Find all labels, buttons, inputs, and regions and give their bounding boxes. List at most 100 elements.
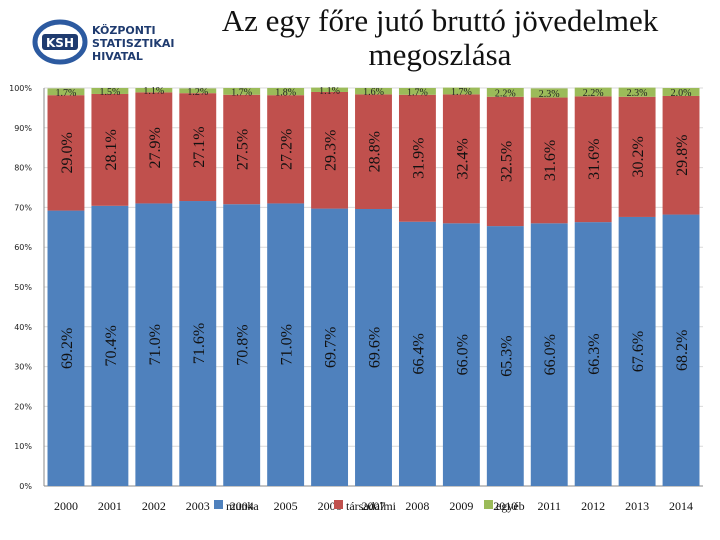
bar-egyéb-2006 xyxy=(311,87,349,92)
bar-munka-2013 xyxy=(618,216,656,486)
data-label-társadalmi-2001: 28.1% xyxy=(103,129,120,170)
bar-egyéb-2001 xyxy=(91,88,129,94)
data-label-társadalmi-2012: 31.6% xyxy=(586,139,603,180)
data-label-társadalmi-2000: 29.0% xyxy=(59,132,76,173)
x-tick-label: 2005 xyxy=(274,499,298,513)
data-label-egyéb-2002: 1.1% xyxy=(143,86,164,97)
legend-swatch-társadalmi xyxy=(334,500,343,509)
data-label-egyéb-2010: 2.2% xyxy=(495,88,516,99)
data-label-munka-2004: 70.8% xyxy=(235,324,252,365)
y-tick-label: 100% xyxy=(9,84,32,93)
data-label-munka-2005: 71.0% xyxy=(279,324,296,365)
x-tick-label: 2001 xyxy=(98,499,122,513)
bar-munka-2012 xyxy=(574,222,612,486)
logo-abbr: KSH xyxy=(46,36,74,50)
bar-munka-2011 xyxy=(530,223,568,486)
bar-egyéb-2011 xyxy=(530,88,568,98)
y-tick-label: 90% xyxy=(14,124,32,133)
y-tick-label: 10% xyxy=(14,442,32,451)
x-tick-label: 2013 xyxy=(625,499,649,513)
y-tick-label: 0% xyxy=(19,482,32,491)
data-label-társadalmi-2013: 30.2% xyxy=(630,136,647,177)
chart-title: Az egy főre jutó bruttó jövedelmek megos… xyxy=(170,4,710,72)
chart-title-line2: megoszlása xyxy=(368,37,512,72)
data-label-egyéb-2012: 2.2% xyxy=(583,88,604,99)
bar-munka-2001 xyxy=(91,205,129,487)
bar-munka-2009 xyxy=(442,223,480,486)
data-label-munka-2000: 69.2% xyxy=(59,328,76,369)
data-label-társadalmi-2005: 27.2% xyxy=(279,129,296,170)
bar-társadalmi-2010 xyxy=(486,96,524,227)
y-tick-label: 60% xyxy=(14,243,32,252)
x-tick-label: 2009 xyxy=(449,499,473,513)
bar-egyéb-2007 xyxy=(355,88,392,95)
data-label-egyéb-2013: 2.3% xyxy=(627,88,648,99)
bar-munka-2010 xyxy=(486,226,524,486)
data-label-társadalmi-2011: 31.6% xyxy=(542,140,559,181)
x-tick-label: 2010 xyxy=(493,499,517,513)
x-tick-label: 2004 xyxy=(230,499,254,513)
data-label-munka-2010: 65.3% xyxy=(498,335,515,376)
legend-label-társadalmi: társadalmi xyxy=(346,499,397,513)
bar-társadalmi-2011 xyxy=(530,97,568,224)
data-label-munka-2009: 66.0% xyxy=(454,334,471,375)
ksh-logo: KSH KÖZPONTI STATISZTIKAI HIVATAL xyxy=(32,19,174,65)
data-label-munka-2003: 71.6% xyxy=(191,323,208,364)
x-tick-label: 2008 xyxy=(405,499,429,513)
legend-label-egyéb: egyéb xyxy=(496,499,525,513)
data-label-társadalmi-2006: 29.3% xyxy=(323,130,340,171)
data-label-munka-2001: 70.4% xyxy=(103,325,120,366)
bar-munka-2004 xyxy=(223,204,261,486)
y-tick-label: 80% xyxy=(14,164,32,173)
bar-társadalmi-2006 xyxy=(311,91,349,209)
bar-egyéb-2014 xyxy=(662,88,700,96)
legend-swatch-egyéb xyxy=(484,500,493,509)
bar-társadalmi-2008 xyxy=(398,94,436,222)
data-label-munka-2014: 68.2% xyxy=(674,330,691,371)
data-label-egyéb-2001: 1.5% xyxy=(99,87,120,98)
data-label-egyéb-2003: 1.2% xyxy=(187,87,208,98)
data-label-egyéb-2006: 1.1% xyxy=(319,86,340,97)
data-label-társadalmi-2002: 27.9% xyxy=(147,127,164,168)
data-label-egyéb-2011: 2.3% xyxy=(539,89,560,100)
data-label-társadalmi-2014: 29.8% xyxy=(674,135,691,176)
logo-badge xyxy=(42,34,78,50)
bar-társadalmi-2000 xyxy=(47,95,85,211)
data-label-társadalmi-2008: 31.9% xyxy=(410,138,427,179)
bar-egyéb-2003 xyxy=(179,88,217,94)
bar-társadalmi-2002 xyxy=(135,92,173,204)
x-tick-label: 2011 xyxy=(537,499,561,513)
data-label-egyéb-2004: 1.7% xyxy=(231,87,252,98)
data-label-munka-2007: 69.6% xyxy=(367,327,384,368)
data-label-egyéb-2007: 1.6% xyxy=(363,87,384,98)
bar-társadalmi-2007 xyxy=(355,94,392,209)
bar-munka-2002 xyxy=(135,203,173,487)
data-label-munka-2006: 69.7% xyxy=(323,327,340,368)
bar-egyéb-2010 xyxy=(486,88,524,97)
bar-társadalmi-2003 xyxy=(179,93,217,202)
logo-line3: HIVATAL xyxy=(92,50,143,63)
logo-line2: STATISZTIKAI xyxy=(92,37,174,50)
y-tick-label: 20% xyxy=(14,402,32,411)
data-label-egyéb-2009: 1.7% xyxy=(451,87,472,98)
bar-egyéb-2008 xyxy=(398,88,436,95)
data-label-egyéb-2008: 1.7% xyxy=(407,87,428,98)
data-label-munka-2011: 66.0% xyxy=(542,334,559,375)
bar-társadalmi-2014 xyxy=(662,95,700,215)
bar-egyéb-2005 xyxy=(267,88,305,96)
data-label-egyéb-2014: 2.0% xyxy=(671,88,692,99)
x-tick-label: 2003 xyxy=(186,499,210,513)
y-tick-label: 40% xyxy=(14,323,32,332)
x-tick-label: 2002 xyxy=(142,499,166,513)
bar-munka-2007 xyxy=(355,208,392,486)
bar-munka-2014 xyxy=(662,214,700,486)
data-label-társadalmi-2009: 32.4% xyxy=(454,138,471,179)
bar-társadalmi-2009 xyxy=(442,94,480,224)
bar-egyéb-2013 xyxy=(618,87,656,97)
bar-munka-2005 xyxy=(267,203,305,487)
bar-egyéb-2012 xyxy=(574,87,612,97)
data-label-munka-2012: 66.3% xyxy=(586,333,603,374)
bar-egyéb-2004 xyxy=(223,88,261,95)
x-tick-label: 2000 xyxy=(54,499,78,513)
